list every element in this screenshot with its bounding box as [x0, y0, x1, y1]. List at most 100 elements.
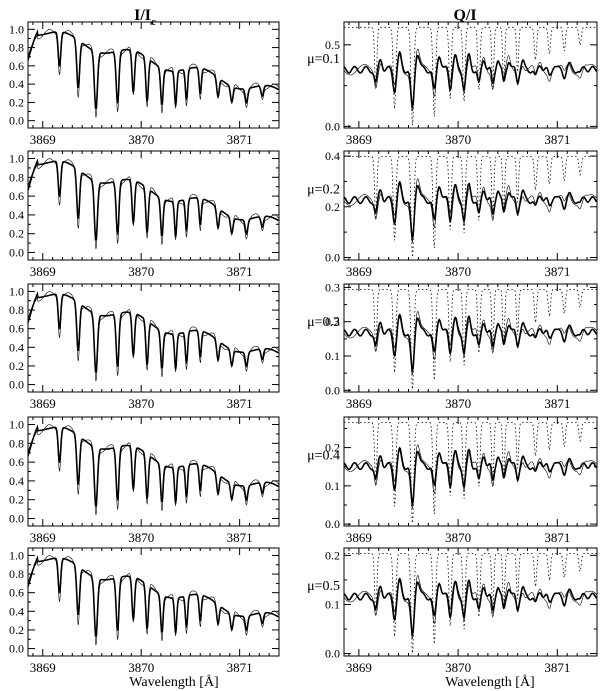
y-tick-label: 1.0	[9, 22, 24, 36]
y-tick-label: 0.0	[325, 647, 340, 661]
mu-annotation: μ=0.4	[307, 449, 340, 464]
curves	[344, 156, 597, 258]
x-tick-label: 3869	[346, 396, 372, 411]
plot-frame	[343, 283, 598, 393]
curve-dotted	[344, 422, 597, 524]
curve-thin	[28, 29, 279, 118]
y-tick-label: 0.2	[9, 95, 24, 109]
panel-intensity-row-3: 3869 3870 3871 0.0 0.2 0.4 0.6 0.8 1.0	[9, 283, 280, 411]
y-tick-label: 0.1	[325, 479, 340, 493]
y-tick-label: 0.8	[9, 436, 24, 450]
x-tick-label: 3869	[346, 264, 372, 279]
x-tick-label: 3870	[445, 660, 471, 675]
y-tick-label: 0.8	[9, 567, 24, 581]
x-tick-label: 3870	[128, 132, 154, 147]
y-tick-label: 0.0	[9, 511, 24, 525]
y-tick-label: 0.4	[9, 77, 24, 91]
curves	[344, 26, 597, 126]
plot-frame	[27, 283, 280, 393]
x-tick-label: 3871	[544, 660, 570, 675]
y-tick-label: 0.1	[325, 349, 340, 363]
plot-frame	[27, 150, 280, 261]
y-tick-label: 1.0	[9, 418, 24, 432]
curve-thick	[344, 313, 597, 373]
plot-frame	[343, 150, 598, 261]
curves	[28, 555, 279, 646]
y-tick-label: 0.4	[9, 208, 24, 222]
x-tick-label: 3869	[30, 264, 56, 279]
x-tick-label: 3869	[30, 530, 56, 545]
x-tick-label: 3869	[346, 660, 372, 675]
y-tick-label: 0.4	[325, 149, 340, 163]
x-tick-label: 3869	[30, 132, 56, 147]
column-title-intensity: I/Ic	[134, 7, 156, 28]
y-tick-label: 1.0	[9, 548, 24, 562]
y-tick-label: 0.2	[9, 227, 24, 241]
y-tick-label: 0.6	[9, 586, 24, 600]
y-tick-label: 0.0	[325, 383, 340, 397]
mu-annotation: μ=0.1	[307, 52, 340, 67]
curve-thin	[28, 158, 279, 250]
y-tick-label: 0.0	[9, 245, 24, 259]
y-tick-label: 0.2	[325, 315, 340, 329]
curves	[344, 422, 597, 524]
curve-thick	[28, 28, 279, 109]
y-tick-label: 1.0	[9, 284, 24, 298]
curves	[344, 289, 597, 390]
y-tick-label: 0.5	[325, 38, 340, 52]
x-tick-label: 3870	[128, 264, 154, 279]
mu-annotation: μ=0.2	[307, 183, 340, 198]
curves	[344, 553, 597, 654]
y-tick-label: 0.0	[9, 114, 24, 128]
curve-thick	[28, 555, 279, 637]
y-tick-label: 0.6	[9, 322, 24, 336]
curve-thick	[344, 446, 597, 507]
plot-frame	[27, 21, 280, 129]
y-tick-label: 0.6	[9, 189, 24, 203]
panel-intensity-row-2: 3869 3870 3871 0.0 0.2 0.4 0.6 0.8 1.0	[9, 150, 280, 279]
y-tick-label: 0.0	[9, 378, 24, 392]
x-tick-label: 3871	[227, 530, 253, 545]
y-tick-label: 0.4	[9, 474, 24, 488]
y-tick-label: 0.6	[9, 59, 24, 73]
x-axis-label-right: Wavelength [Å]	[445, 674, 534, 690]
y-tick-label: 1.0	[9, 152, 24, 166]
column-title-polarization: Q/I	[453, 7, 476, 24]
curve-thin	[28, 291, 279, 382]
x-tick-label: 3871	[544, 132, 570, 147]
curves	[28, 424, 279, 516]
y-tick-label: 0.2	[325, 441, 340, 455]
x-tick-label: 3869	[346, 132, 372, 147]
curves	[28, 158, 279, 250]
x-tick-label: 3871	[227, 660, 253, 675]
x-tick-label: 3870	[445, 132, 471, 147]
y-tick-label: 0.8	[9, 41, 24, 55]
y-tick-label: 0.0	[325, 250, 340, 264]
plot-frame	[27, 547, 280, 657]
x-tick-label: 3871	[227, 264, 253, 279]
x-tick-label: 3869	[30, 660, 56, 675]
curve-thin	[28, 424, 279, 516]
mu-annotation: μ=0.5	[307, 579, 340, 594]
panel-intensity-row-5: 3869 3870 3871 0.0 0.2 0.4 0.6 0.8 1.0	[9, 547, 280, 675]
panel-polarization-row-3: 3869 3870 3871 0.0 0.1 0.2 0.3 μ=0.3	[307, 280, 598, 411]
y-tick-label: 0.2	[325, 548, 340, 562]
panel-intensity-row-1: 3869 3870 3871 0.0 0.2 0.4 0.6 0.8 1.0	[9, 21, 280, 147]
x-tick-label: 3870	[128, 396, 154, 411]
curves	[28, 291, 279, 382]
x-tick-label: 3870	[445, 530, 471, 545]
y-tick-label: 0.2	[325, 200, 340, 214]
y-tick-label: 0.8	[9, 303, 24, 317]
curve-dotted	[344, 26, 597, 126]
plot-frame	[27, 416, 280, 527]
y-tick-label: 0.4	[9, 604, 24, 618]
x-tick-label: 3869	[346, 530, 372, 545]
curve-dotted	[344, 553, 597, 654]
curve-dotted	[344, 156, 597, 258]
curve-thin	[28, 555, 279, 646]
x-tick-label: 3871	[227, 132, 253, 147]
curve-thick	[28, 291, 279, 373]
plot-frame	[343, 416, 598, 527]
y-tick-label: 0.4	[9, 340, 24, 354]
y-tick-label: 0.8	[9, 170, 24, 184]
